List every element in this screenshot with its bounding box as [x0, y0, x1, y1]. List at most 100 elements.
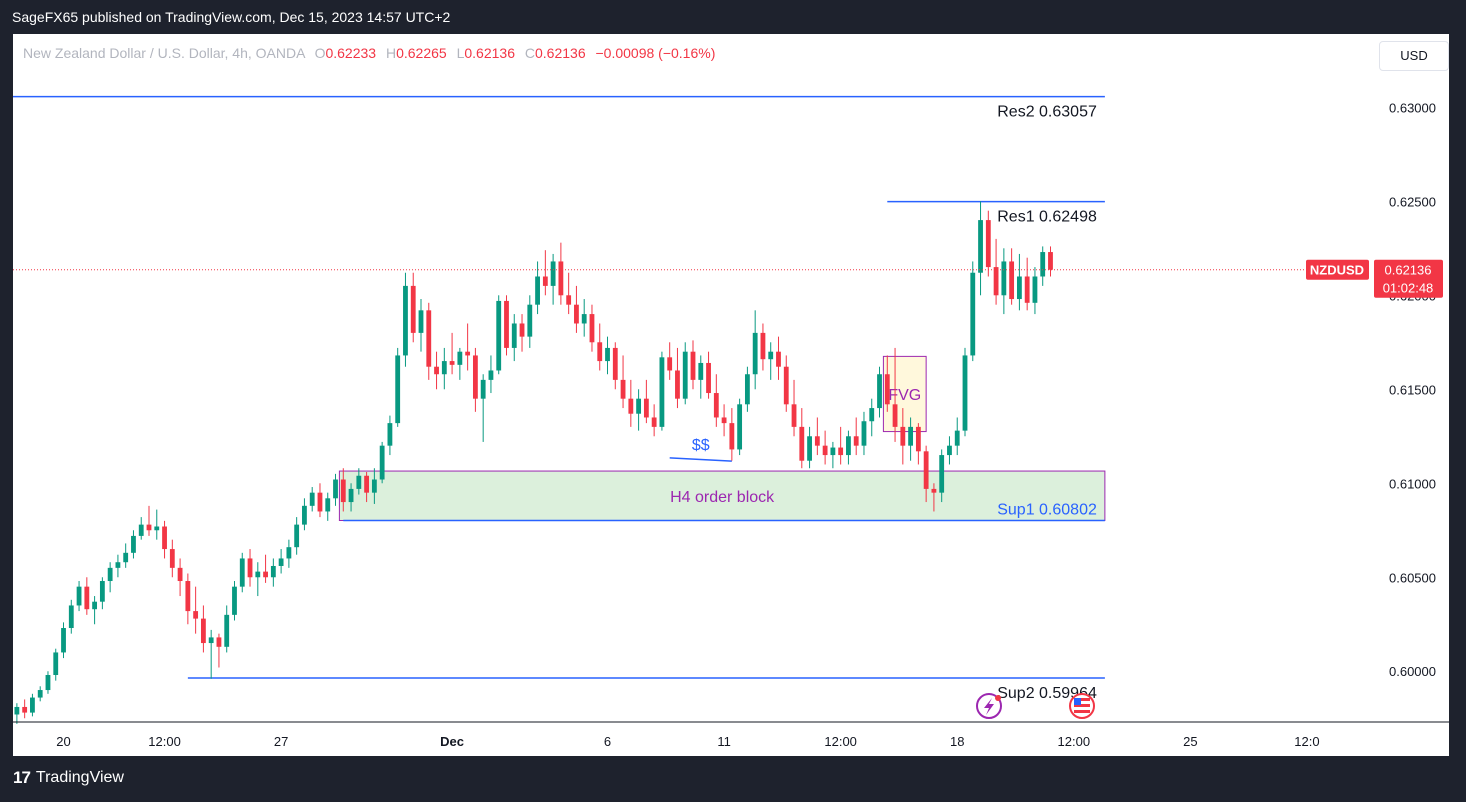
candle[interactable]	[177, 558, 183, 597]
candle[interactable]	[915, 423, 921, 465]
candle[interactable]	[620, 355, 626, 409]
candle[interactable]	[947, 436, 952, 465]
candle[interactable]	[185, 573, 191, 625]
candle[interactable]	[278, 549, 284, 574]
candle[interactable]	[247, 549, 253, 587]
candle[interactable]	[605, 336, 610, 375]
candle[interactable]	[294, 517, 300, 555]
candle[interactable]	[162, 520, 167, 559]
candle[interactable]	[519, 314, 525, 352]
candle[interactable]	[364, 471, 370, 503]
candle[interactable]	[410, 272, 416, 343]
candle[interactable]	[169, 539, 175, 578]
candle[interactable]	[325, 492, 331, 521]
candle[interactable]	[581, 299, 587, 337]
candle[interactable]	[457, 347, 463, 380]
footer-brand[interactable]: 17 TradingView	[13, 768, 124, 788]
candle[interactable]	[884, 355, 890, 412]
candle[interactable]	[123, 543, 129, 568]
candle[interactable]	[978, 201, 983, 296]
candle[interactable]	[698, 355, 704, 399]
candle[interactable]	[379, 441, 385, 484]
candle[interactable]	[1009, 248, 1015, 305]
candle[interactable]	[317, 483, 323, 518]
candle[interactable]	[14, 703, 20, 724]
candle[interactable]	[783, 355, 789, 412]
candle[interactable]	[791, 379, 797, 437]
candle[interactable]	[200, 605, 206, 653]
candle[interactable]	[869, 398, 875, 437]
candle[interactable]	[53, 648, 59, 681]
candle[interactable]	[154, 509, 160, 540]
candle[interactable]	[807, 426, 812, 469]
candle[interactable]	[224, 605, 230, 653]
currency-button[interactable]: USD	[1379, 41, 1449, 71]
candle[interactable]	[814, 417, 820, 456]
candle[interactable]	[504, 295, 509, 356]
candle[interactable]	[107, 562, 113, 593]
candle[interactable]	[426, 302, 432, 380]
candle[interactable]	[690, 340, 696, 390]
candle[interactable]	[232, 581, 237, 621]
candle[interactable]	[535, 261, 540, 315]
candle[interactable]	[768, 342, 774, 380]
candle[interactable]	[68, 599, 74, 634]
zone-fvg[interactable]	[882, 355, 927, 433]
candle[interactable]	[861, 411, 867, 456]
candle[interactable]	[799, 408, 805, 469]
candle[interactable]	[550, 253, 556, 305]
candle[interactable]	[263, 554, 268, 583]
candle[interactable]	[643, 379, 649, 424]
candle[interactable]	[138, 517, 144, 540]
candle[interactable]	[371, 468, 377, 504]
us-flag-icon[interactable]	[1069, 693, 1095, 719]
candle[interactable]	[892, 347, 898, 442]
candle[interactable]	[993, 238, 999, 305]
candle[interactable]	[970, 261, 976, 362]
candle[interactable]	[387, 415, 393, 456]
candle[interactable]	[822, 430, 828, 465]
candle[interactable]	[131, 530, 136, 559]
candle[interactable]	[309, 487, 315, 512]
candle[interactable]	[193, 586, 199, 634]
candle[interactable]	[255, 562, 261, 597]
candle[interactable]	[908, 417, 914, 461]
candle[interactable]	[99, 577, 105, 610]
candle[interactable]	[636, 389, 642, 431]
candle[interactable]	[962, 347, 968, 437]
candle[interactable]	[1048, 246, 1053, 277]
candle[interactable]	[830, 441, 836, 469]
candle[interactable]	[115, 554, 121, 578]
candle[interactable]	[713, 374, 719, 427]
candle[interactable]	[37, 686, 43, 702]
candle[interactable]	[488, 355, 494, 394]
candle[interactable]	[877, 366, 882, 418]
candle[interactable]	[542, 250, 548, 296]
candle[interactable]	[92, 596, 98, 625]
candle[interactable]	[208, 629, 214, 679]
candle[interactable]	[239, 552, 245, 593]
candle[interactable]	[682, 342, 688, 405]
candle[interactable]	[1032, 267, 1038, 315]
candle[interactable]	[651, 404, 657, 437]
candle[interactable]	[302, 498, 307, 531]
candle[interactable]	[270, 558, 276, 587]
candle[interactable]	[527, 295, 533, 348]
candle[interactable]	[900, 408, 906, 465]
candle[interactable]	[395, 347, 401, 427]
candle[interactable]	[566, 272, 572, 315]
candle[interactable]	[760, 323, 766, 371]
candle[interactable]	[441, 347, 447, 390]
candle[interactable]	[511, 314, 517, 362]
candle[interactable]	[659, 351, 665, 431]
candle[interactable]	[667, 342, 673, 380]
candle[interactable]	[45, 671, 51, 694]
candle[interactable]	[675, 347, 680, 409]
candle[interactable]	[729, 408, 735, 461]
candle[interactable]	[76, 581, 82, 612]
candle[interactable]	[403, 272, 408, 367]
candle[interactable]	[744, 366, 750, 412]
candle[interactable]	[706, 351, 711, 399]
candle[interactable]	[146, 505, 152, 536]
candle[interactable]	[838, 426, 844, 465]
